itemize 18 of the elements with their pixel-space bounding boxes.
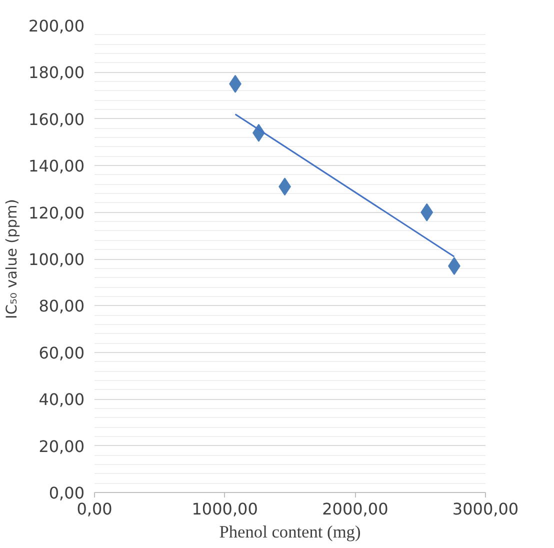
x-axis-title: Phenol content (mg) [219,522,361,542]
y-tick-label: 180,00 [28,63,84,82]
x-tick-label: 2000,00 [322,500,388,518]
y-tick-label: 140,00 [28,156,84,176]
y-tick-label: 200,00 [28,16,84,36]
y-tick-label: 40,00 [38,390,85,410]
y-tick-label: 60,00 [38,343,85,362]
y-tick-label: 0,00 [48,484,84,502]
y-tick-label: 20,00 [38,436,85,456]
y-tick-label: 160,00 [28,110,84,129]
x-tick-label: 3000,00 [452,500,519,518]
y-tick-label: 80,00 [38,296,85,316]
x-tick-label: 1000,00 [192,500,258,518]
y-tick-label: 100,00 [28,250,84,269]
x-tick-label: 0,00 [76,500,112,518]
point [420,203,434,222]
y-axis-title: IC₅₀ value (ppm) [4,199,21,319]
y-tick-label: 120,00 [28,203,84,222]
